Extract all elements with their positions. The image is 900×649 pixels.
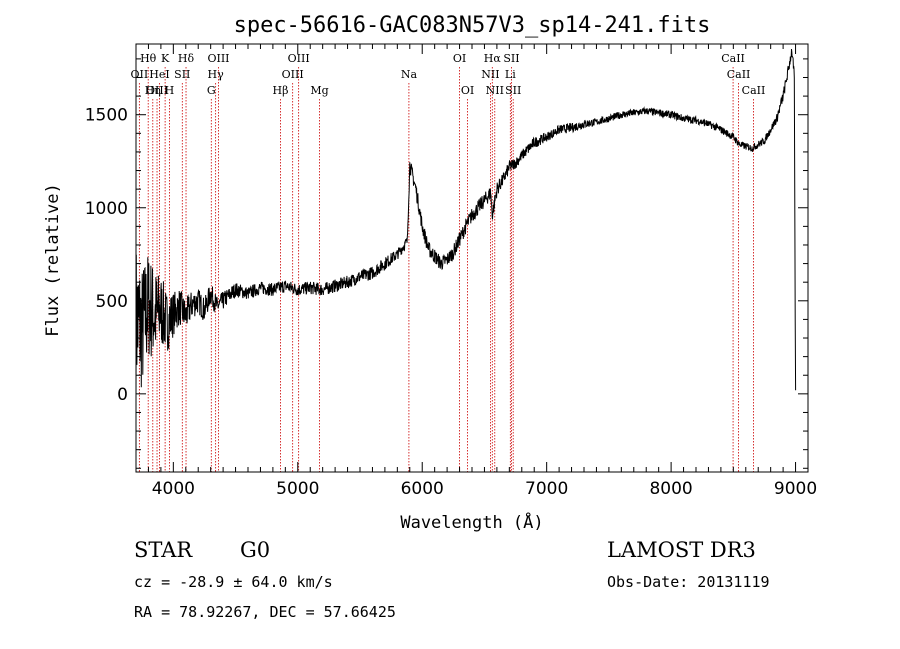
spectral-line-label-25: NII [486, 84, 504, 97]
spectral-line-label-23: Mg [310, 84, 328, 97]
redshift-velocity: cz = -28.9 ± 64.0 km/s [134, 573, 333, 591]
chart-title: spec-56616-GAC083N57V3_sp14-241.fits [234, 13, 711, 38]
x-tick-label: 4000 [152, 479, 195, 499]
spectral-line-label-26: SII [505, 84, 521, 97]
spectral-line-label-15: NII [481, 68, 499, 81]
spectral-line-label-8: CaII [721, 52, 745, 65]
spectral-line-label-21: G [207, 84, 216, 97]
spectral-line-label-16: Li [505, 68, 516, 81]
y-tick-label: 0 [117, 385, 128, 405]
axis-tick-labels: 4000 5000 6000 7000 8000 9000 0 500 1000 1500 [85, 106, 817, 499]
survey-name: LAMOST DR3 [607, 538, 756, 562]
y-tick-label: 1000 [85, 199, 128, 219]
spectral-line-label-13: OIII [282, 68, 304, 81]
x-tick-label: 7000 [525, 479, 568, 499]
spectral-line-label-0: Hθ [140, 52, 157, 65]
spectral-line-label-11: SII [174, 68, 190, 81]
spectral-line-label-27: CaII [742, 84, 766, 97]
spectral-line-label-7: SII [503, 52, 519, 65]
y-axis-label: Flux (relative) [43, 183, 63, 337]
spectral-line-label-14: Na [401, 68, 418, 81]
x-tick-label: 6000 [401, 479, 444, 499]
axis-ticks [135, 44, 809, 472]
x-tick-label: 9000 [774, 479, 817, 499]
spectral-line-label-1: K [161, 52, 170, 65]
spectral-line-label-9: OII [131, 68, 149, 81]
spectral-line-label-17: CaII [727, 68, 751, 81]
x-axis-label: Wavelength (Å) [400, 511, 543, 533]
spectral-line-label-3: OIII [207, 52, 229, 65]
object-class: STAR [134, 538, 193, 562]
spectral-line-label-6: Hα [484, 52, 502, 65]
x-tick-label: 5000 [276, 479, 319, 499]
x-tick-label: 8000 [649, 479, 692, 499]
spectral-line-label-20: H [165, 84, 175, 97]
object-subclass: G0 [240, 538, 271, 562]
spectral-line-label-2: Hδ [178, 52, 195, 65]
observation-date: Obs-Date: 20131119 [607, 573, 770, 591]
spectral-line-label-19: Hη [145, 84, 161, 97]
spectral-line-label-10: HeI [149, 68, 169, 81]
spectral-line-label-18: OIII [146, 84, 168, 97]
spectral-line-label-5: OI [453, 52, 466, 65]
spectral-line-label-4: OIII [288, 52, 310, 65]
spectrum-series-line [135, 48, 797, 398]
spectral-line-markers [138, 67, 754, 472]
y-tick-label: 500 [96, 292, 128, 312]
coordinates: RA = 78.92267, DEC = 57.66425 [134, 603, 396, 621]
spectral-line-label-12: Hγ [208, 68, 225, 81]
spectral-line-label-22: Hβ [273, 84, 289, 97]
spectral-line-label-24: OI [461, 84, 474, 97]
y-tick-label: 1500 [85, 106, 128, 126]
plot-frame [135, 43, 809, 473]
